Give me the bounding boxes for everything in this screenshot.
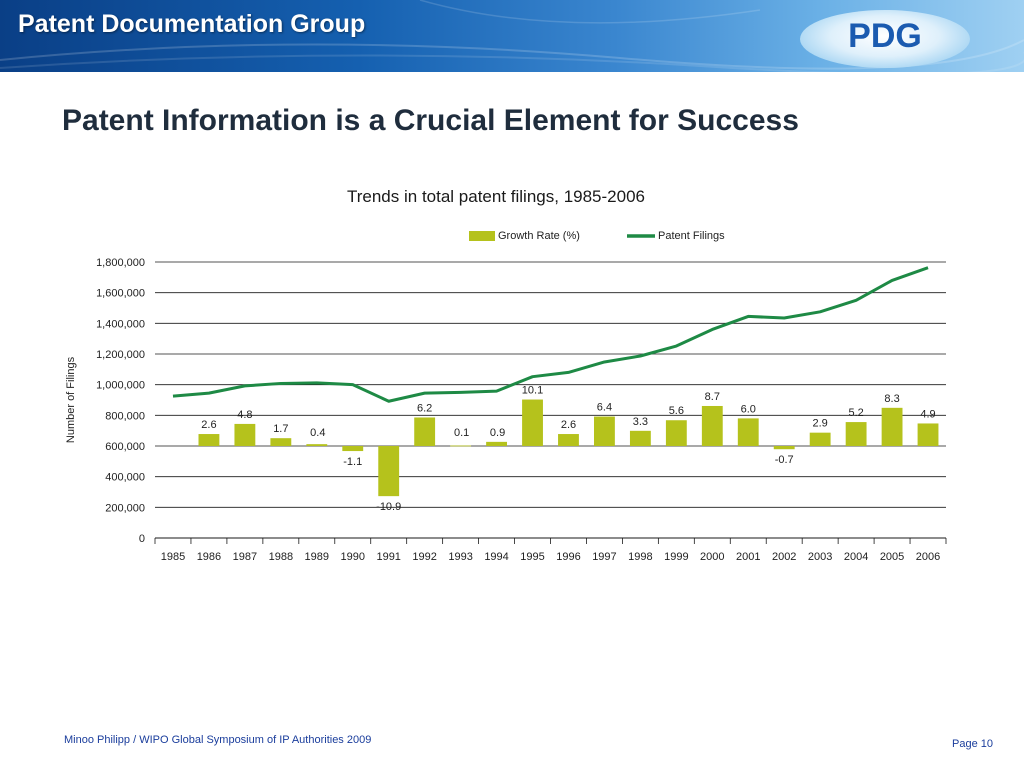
page-number: Page 10 xyxy=(952,738,993,750)
growth-rate-bar xyxy=(629,430,651,446)
patent-filings-line xyxy=(172,266,929,403)
growth-rate-bar xyxy=(881,407,903,446)
bar-value-label: 5.6 xyxy=(669,405,684,417)
growth-rate-bar xyxy=(414,417,436,446)
growth-rate-bar xyxy=(701,405,723,446)
y-tick-label: 600,000 xyxy=(105,441,145,453)
x-tick-label: 2006 xyxy=(916,551,940,563)
bar-value-label: 8.7 xyxy=(705,391,720,403)
x-tick-label: 2000 xyxy=(700,551,724,563)
x-tick-label: 1994 xyxy=(484,551,508,563)
bar-value-label: 2.9 xyxy=(813,418,828,430)
x-tick-label: 1995 xyxy=(520,551,544,563)
x-tick-label: 1997 xyxy=(592,551,616,563)
growth-rate-bar xyxy=(270,438,292,446)
growth-rate-bar xyxy=(845,422,867,446)
x-tick-label: 2002 xyxy=(772,551,796,563)
pdg-logo: PDG xyxy=(848,17,922,55)
growth-rate-bar xyxy=(773,446,795,450)
banner-decoration xyxy=(0,0,1024,72)
bar-value-label: 0.1 xyxy=(454,427,469,439)
footer-credit: Minoo Philipp / WIPO Global Symposium of… xyxy=(64,734,372,746)
y-tick-label: 200,000 xyxy=(105,502,145,514)
growth-rate-bar xyxy=(234,423,256,446)
y-tick-label: 1,000,000 xyxy=(96,380,145,392)
x-tick-label: 1991 xyxy=(376,551,400,563)
x-tick-label: 2003 xyxy=(808,551,832,563)
growth-rate-bar xyxy=(522,399,543,446)
x-tick-label: 1985 xyxy=(161,551,185,563)
y-tick-label: 1,400,000 xyxy=(96,318,145,330)
y-tick-label: 1,800,000 xyxy=(96,257,145,269)
bar-value-label: 6.4 xyxy=(597,402,612,414)
x-tick-label: 1993 xyxy=(448,551,472,563)
bar-value-label: 0.4 xyxy=(310,427,325,439)
x-tick-label: 1998 xyxy=(628,551,652,563)
growth-rate-bar xyxy=(809,432,831,446)
bar-value-label: -0.7 xyxy=(775,454,794,466)
x-tick-label: 1990 xyxy=(341,551,365,563)
header-banner: Patent Documentation Group PDG xyxy=(0,0,1024,72)
y-tick-label: 1,600,000 xyxy=(96,288,145,300)
growth-rate-bar xyxy=(450,445,472,447)
growth-rate-bar xyxy=(917,423,939,446)
x-tick-label: 2004 xyxy=(844,551,868,563)
growth-rate-bar xyxy=(306,444,328,446)
y-tick-label: 800,000 xyxy=(105,410,145,422)
y-tick-label: 400,000 xyxy=(105,472,145,484)
growth-rate-bar xyxy=(342,446,364,452)
x-tick-label: 1989 xyxy=(305,551,329,563)
growth-rate-bar xyxy=(737,418,759,446)
bar-value-label: 5.2 xyxy=(848,407,863,419)
growth-rate-bar xyxy=(558,434,579,446)
x-tick-label: 2001 xyxy=(736,551,760,563)
slide-title: Patent Information is a Crucial Element … xyxy=(62,104,799,137)
x-tick-label: 1988 xyxy=(269,551,293,563)
bar-value-label: 6.2 xyxy=(417,402,432,414)
growth-rate-bar xyxy=(378,446,400,497)
x-tick-label: 1996 xyxy=(556,551,580,563)
bar-value-label: 3.3 xyxy=(633,416,648,428)
x-tick-label: 1986 xyxy=(197,551,221,563)
organization-name: Patent Documentation Group xyxy=(18,10,366,38)
bar-value-label: 0.9 xyxy=(490,427,505,439)
y-axis-label: Number of Filings xyxy=(65,356,77,443)
x-tick-label: 1999 xyxy=(664,551,688,563)
legend-swatch-growth-rate xyxy=(469,231,495,241)
patent-filings-chart: Trends in total patent filings, 1985-200… xyxy=(65,187,947,563)
bar-value-label: 8.3 xyxy=(884,393,899,405)
growth-rate-bar xyxy=(594,416,615,446)
logo-oval xyxy=(800,10,970,68)
x-tick-label: 2005 xyxy=(880,551,904,563)
bar-value-label: 1.7 xyxy=(273,423,288,435)
y-tick-label: 0 xyxy=(139,533,145,545)
legend-label-patent-filings: Patent Filings xyxy=(658,230,725,242)
bar-value-label: 10.1 xyxy=(522,385,543,397)
chart-title: Trends in total patent filings, 1985-200… xyxy=(347,187,645,206)
bar-value-label: -1.1 xyxy=(343,456,362,468)
growth-rate-bar xyxy=(198,434,220,446)
growth-rate-bar xyxy=(486,441,507,446)
bar-value-label: -10.9 xyxy=(376,501,401,513)
x-tick-label: 1987 xyxy=(233,551,257,563)
legend-label-growth-rate: Growth Rate (%) xyxy=(498,230,580,242)
bar-value-label: 4.8 xyxy=(237,409,252,421)
bar-value-label: 2.6 xyxy=(561,419,576,431)
bar-value-label: 2.6 xyxy=(201,419,216,431)
y-tick-label: 1,200,000 xyxy=(96,349,145,361)
bar-value-label: 4.9 xyxy=(920,408,935,420)
growth-rate-bar xyxy=(665,420,687,446)
x-tick-label: 1992 xyxy=(412,551,436,563)
bar-value-label: 6.0 xyxy=(741,403,756,415)
